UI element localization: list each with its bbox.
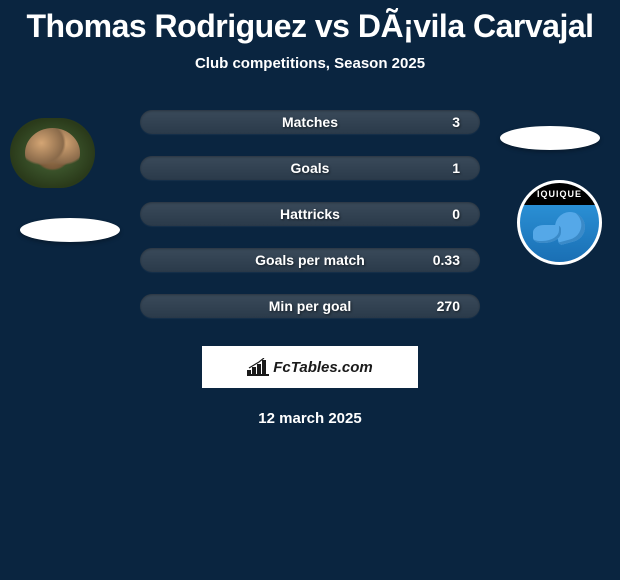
- stat-label: Min per goal: [269, 298, 351, 314]
- stat-item: Goals per match 0.33: [140, 248, 480, 272]
- stat-value-right: 3: [452, 114, 460, 130]
- stat-value-right: 0: [452, 206, 460, 222]
- stat-pill: Goals 1: [140, 156, 480, 180]
- stat-pill: Min per goal 270: [140, 294, 480, 318]
- brand-text: FcTables.com: [273, 359, 372, 376]
- stat-label: Matches: [282, 114, 338, 130]
- team-logo-right: IQUIQUE: [517, 180, 602, 265]
- page-title: Thomas Rodriguez vs DÃ¡vila Carvajal: [26, 8, 593, 45]
- stat-label: Hattricks: [280, 206, 340, 222]
- stat-value-left: [160, 114, 164, 130]
- team-logo-left: [20, 218, 120, 242]
- stat-value-left: [160, 160, 164, 176]
- stat-item: Goals 1: [140, 156, 480, 180]
- stat-pill: Goals per match 0.33: [140, 248, 480, 272]
- footer-date: 12 march 2025: [258, 410, 361, 427]
- comparison-card: Thomas Rodriguez vs DÃ¡vila Carvajal Clu…: [0, 0, 620, 435]
- team-logo-right-graphic: [520, 205, 599, 262]
- stat-pill: Matches 3: [140, 110, 480, 134]
- subtitle: Club competitions, Season 2025: [195, 55, 425, 72]
- stat-label: Goals per match: [255, 252, 365, 268]
- team-logo-right-name: IQUIQUE: [520, 183, 599, 205]
- stat-item: Min per goal 270: [140, 294, 480, 318]
- stat-value-left: [160, 252, 164, 268]
- stat-pill: Hattricks 0: [140, 202, 480, 226]
- stat-bars: Matches 3 Goals 1 Hattricks 0 Goals per …: [140, 110, 480, 318]
- bar-chart-icon: [247, 358, 269, 376]
- team-logo-right-small: [500, 126, 600, 150]
- stat-value-left: [160, 298, 164, 314]
- dragon-icon: [528, 207, 590, 255]
- stat-label: Goals: [291, 160, 330, 176]
- brand-box: FcTables.com: [202, 346, 418, 388]
- stat-value-right: 0.33: [433, 252, 460, 268]
- stat-value-right: 1: [452, 160, 460, 176]
- stat-item: Hattricks 0: [140, 202, 480, 226]
- stat-value-right: 270: [437, 298, 460, 314]
- player-avatar-left: [10, 118, 95, 188]
- stat-item: Matches 3: [140, 110, 480, 134]
- stat-value-left: [160, 206, 164, 222]
